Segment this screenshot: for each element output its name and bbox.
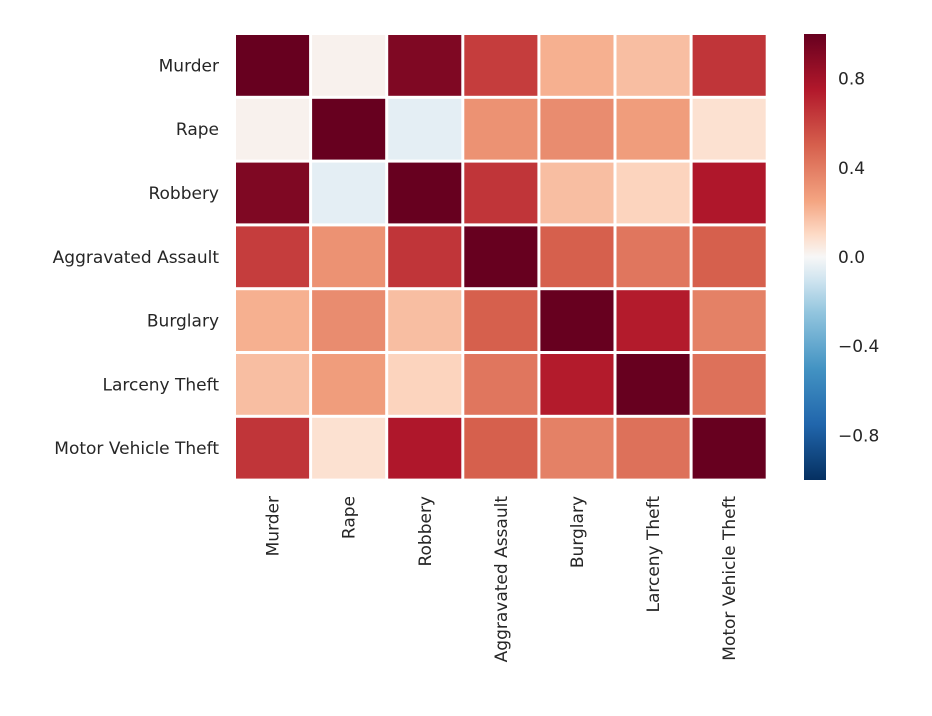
heatmap-cell: [236, 290, 310, 351]
heatmap-cell: [464, 417, 538, 479]
heatmap-cell: [692, 226, 766, 288]
column-label: Murder: [264, 496, 284, 556]
heatmap-cell: [692, 162, 766, 224]
heatmap-cell: [616, 290, 690, 351]
heatmap-cell: [312, 35, 386, 96]
row-labels: Murder Rape Robbery Aggravated Assault Burgl…: [53, 56, 220, 459]
colorbar-tick-label: 0.0: [838, 248, 865, 268]
row-label: Rape: [176, 120, 219, 140]
heatmap-cell: [464, 162, 538, 224]
heatmap-cells: [236, 35, 766, 479]
row-label: Robbery: [148, 184, 219, 204]
column-label: Rape: [340, 496, 360, 539]
heatmap-cell: [692, 354, 766, 415]
heatmap-cell: [540, 354, 614, 415]
heatmap-cell: [388, 417, 462, 479]
heatmap-cell: [540, 98, 614, 160]
heatmap-cell: [312, 98, 386, 160]
colorbar-tick-label: 0.4: [838, 159, 865, 179]
heatmap-cell: [388, 354, 462, 415]
heatmap-cell: [236, 98, 310, 160]
heatmap-cell: [236, 226, 310, 288]
heatmap-cell: [312, 290, 386, 351]
heatmap-cell: [388, 35, 462, 96]
row-label: Motor Vehicle Theft: [54, 439, 219, 459]
heatmap-cell: [540, 290, 614, 351]
heatmap-cell: [464, 226, 538, 288]
colorbar-tick-label: −0.8: [838, 426, 879, 446]
heatmap-cell: [464, 290, 538, 351]
heatmap-cell: [616, 35, 690, 96]
column-label: Aggravated Assault: [492, 496, 512, 663]
heatmap-cell: [540, 417, 614, 479]
row-label: Murder: [159, 56, 219, 76]
colorbar-gradient-bar: [804, 34, 826, 480]
heatmap-cell: [616, 98, 690, 160]
heatmap-cell: [692, 290, 766, 351]
column-label: Larceny Theft: [644, 496, 664, 613]
colorbar-tick-label: 0.8: [838, 70, 865, 90]
heatmap-cell: [236, 35, 310, 96]
heatmap-cell: [312, 354, 386, 415]
heatmap-cell: [616, 417, 690, 479]
heatmap-cell: [388, 226, 462, 288]
row-label: Aggravated Assault: [53, 248, 220, 268]
column-label: Burglary: [568, 496, 588, 568]
heatmap-cell: [464, 98, 538, 160]
heatmap-cell: [312, 417, 386, 479]
colorbar: 0.8 0.4 0.0 −0.4 −0.8: [804, 34, 879, 480]
column-labels: Murder Rape Robbery Aggravated Assault Burgl…: [264, 496, 740, 663]
heatmap-cell: [388, 98, 462, 160]
heatmap-cell: [464, 35, 538, 96]
heatmap-cell: [236, 417, 310, 479]
column-label: Robbery: [416, 496, 436, 567]
heatmap-cell: [616, 162, 690, 224]
heatmap-cell: [388, 290, 462, 351]
heatmap-cell: [540, 35, 614, 96]
heatmap-cell: [312, 162, 386, 224]
heatmap-cell: [540, 162, 614, 224]
heatmap-cell: [692, 98, 766, 160]
heatmap-cell: [464, 354, 538, 415]
heatmap-cell: [312, 226, 386, 288]
row-label: Burglary: [147, 312, 219, 332]
heatmap-cell: [616, 226, 690, 288]
row-label: Larceny Theft: [102, 375, 219, 395]
colorbar-tick-label: −0.4: [838, 337, 879, 357]
heatmap-cell: [388, 162, 462, 224]
heatmap-cell: [236, 354, 310, 415]
heatmap-cell: [540, 226, 614, 288]
heatmap-cell: [236, 162, 310, 224]
colorbar-ticks: 0.8 0.4 0.0 −0.4 −0.8: [838, 70, 879, 447]
heatmap-cell: [692, 417, 766, 479]
heatmap-cell: [616, 354, 690, 415]
heatmap-cell: [692, 35, 766, 96]
column-label: Motor Vehicle Theft: [720, 496, 740, 661]
